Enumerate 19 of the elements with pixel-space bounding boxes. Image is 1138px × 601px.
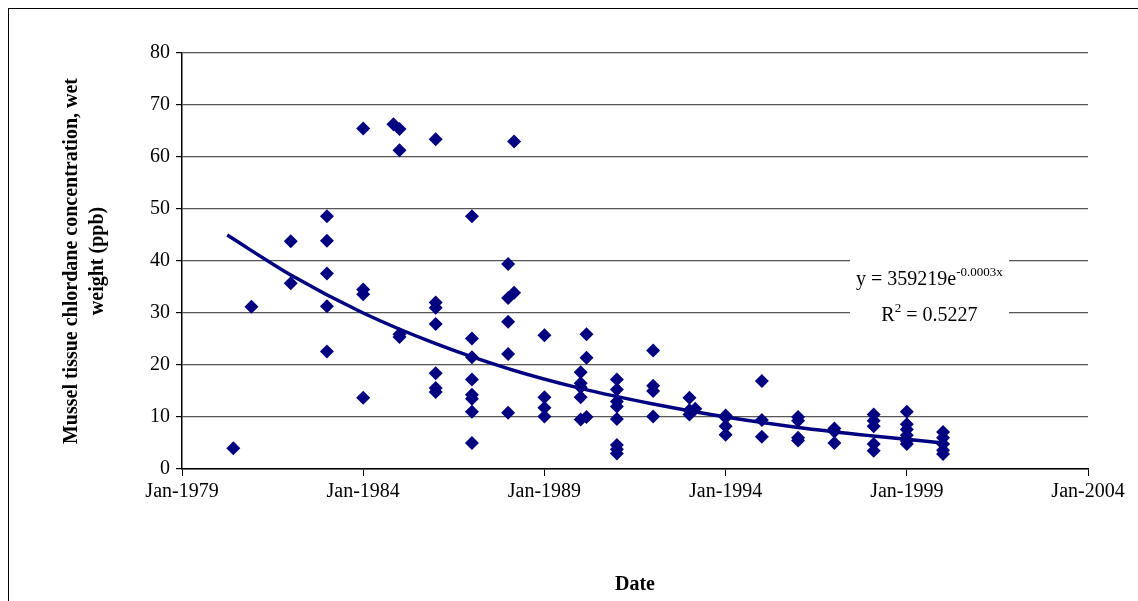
x-tick-label: Jan-1994 [688,479,763,502]
y-tick-label: 70 [150,92,170,115]
x-tick-label: Jan-1989 [507,479,582,502]
x-tick-label: Jan-1979 [145,479,219,502]
y-tick-label: 40 [150,248,170,271]
y-tick-label: 0 [160,456,170,479]
x-tick-label: Jan-1984 [326,479,400,502]
y-tick-label: 80 [150,40,170,63]
x-axis-title: Date [615,572,656,595]
y-tick-label: 30 [150,300,170,323]
x-tick-label: Jan-1999 [870,479,944,502]
y-tick-label: 50 [150,196,170,219]
annotation: R$^{2}$ = 0.5227 [880,299,979,327]
y-tick-label: 60 [150,144,170,167]
annotation: y = 359219e$^{-0.0003x}$ [856,263,1003,292]
y-tick-label: 10 [150,404,170,427]
x-tick-label: Jan-2004 [1051,479,1125,502]
y-axis-title: Mussel tissue chlordane concentration, wet weight (ppb) [58,76,109,447]
y-tick-label: 20 [150,352,170,375]
